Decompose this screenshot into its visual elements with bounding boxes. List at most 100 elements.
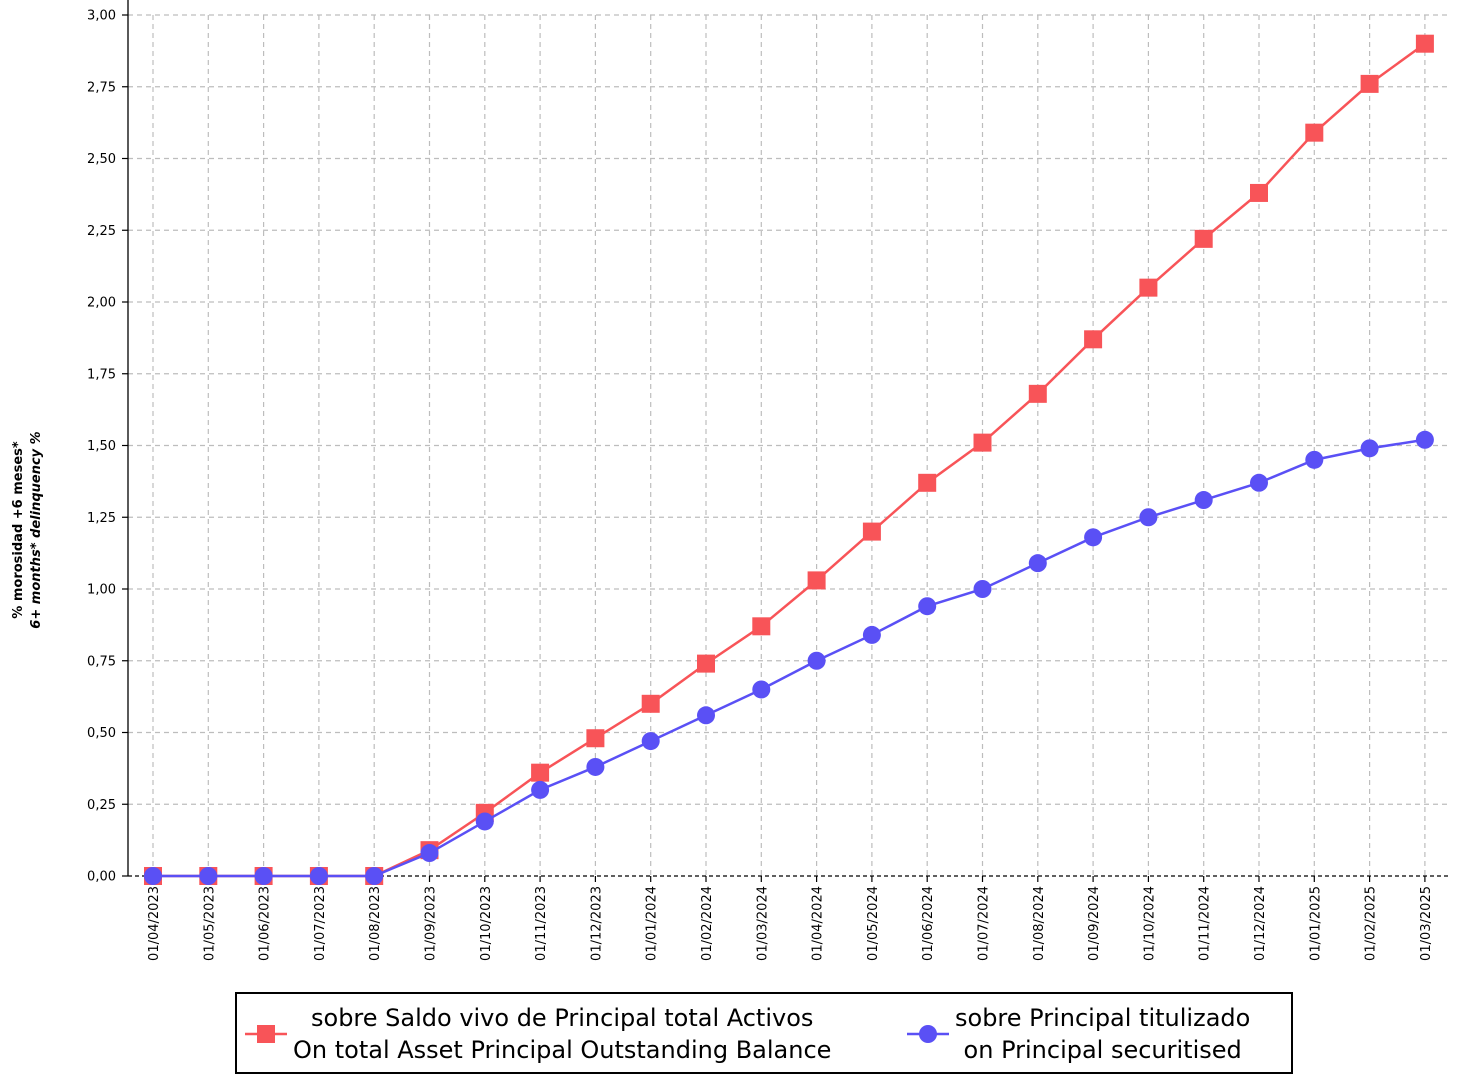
y-tick-label: 0,00 bbox=[87, 870, 116, 885]
y-tick-label: 0,75 bbox=[87, 654, 116, 669]
data-point-square bbox=[641, 694, 660, 713]
data-point-square bbox=[918, 473, 937, 492]
y-tick-label: 2,25 bbox=[87, 224, 116, 239]
x-tick-label: 01/08/2024 bbox=[1032, 886, 1047, 961]
data-point-circle bbox=[1415, 430, 1434, 449]
legend-label-series-1-es: sobre Saldo vivo de Principal total Acti… bbox=[311, 1004, 814, 1032]
data-point-square bbox=[586, 729, 605, 748]
legend-label-series-1-en: On total Asset Principal Outstanding Bal… bbox=[293, 1036, 832, 1064]
x-tick-label: 01/04/2023 bbox=[147, 886, 162, 961]
series-1 bbox=[144, 34, 1434, 885]
x-tick-label: 01/09/2024 bbox=[1087, 886, 1102, 961]
data-point-circle bbox=[918, 597, 937, 616]
series-2-line bbox=[153, 438, 1426, 878]
data-point-circle bbox=[309, 867, 328, 885]
x-tick-label: 01/11/2024 bbox=[1198, 886, 1213, 961]
data-point-circle bbox=[365, 867, 384, 885]
data-point-circle bbox=[1305, 450, 1324, 469]
legend: sobre Saldo vivo de Principal total Acti… bbox=[235, 992, 1293, 1074]
data-point-square bbox=[1028, 384, 1047, 403]
data-point-circle bbox=[475, 812, 494, 831]
x-tick-label: 01/05/2023 bbox=[202, 886, 217, 961]
data-point-square bbox=[697, 654, 715, 673]
legend-label-series-2-en: on Principal securitised bbox=[963, 1036, 1242, 1064]
data-point-circle bbox=[199, 867, 218, 885]
y-tick-label: 3,00 bbox=[87, 9, 116, 24]
y-axis-label-line-2: 6+ months* delinquency % bbox=[29, 431, 44, 628]
x-tick-label: 01/10/2023 bbox=[479, 886, 494, 961]
y-tick-label: 2,00 bbox=[87, 296, 116, 311]
x-tick-label: 01/11/2023 bbox=[534, 886, 549, 961]
x-tick-label: 01/05/2024 bbox=[866, 886, 881, 961]
series-1-line bbox=[153, 42, 1426, 878]
legend-label-series-2: sobre Principal titulizado on Principal … bbox=[955, 1002, 1250, 1066]
y-tick-label: 1,75 bbox=[87, 367, 116, 382]
data-point-circle bbox=[1250, 473, 1268, 492]
data-point-circle bbox=[1139, 508, 1158, 527]
x-tick-label: 01/10/2024 bbox=[1142, 886, 1157, 961]
data-point-circle bbox=[586, 757, 605, 776]
legend-item-series-2: sobre Principal titulizado on Principal … bbox=[907, 1002, 1250, 1066]
data-point-circle bbox=[697, 706, 715, 725]
legend-item-series-1: sobre Saldo vivo de Principal total Acti… bbox=[245, 1002, 831, 1066]
x-tick-label: 01/08/2023 bbox=[368, 886, 383, 961]
x-tick-label: 01/03/2025 bbox=[1419, 886, 1434, 961]
data-point-circle bbox=[807, 651, 826, 670]
x-tick-label: 01/12/2023 bbox=[589, 886, 604, 961]
data-point-square bbox=[1415, 34, 1434, 53]
x-tick-label: 01/01/2024 bbox=[645, 886, 660, 961]
data-point-circle bbox=[420, 844, 439, 863]
legend-label-series-1: sobre Saldo vivo de Principal total Acti… bbox=[293, 1002, 831, 1066]
data-point-square bbox=[531, 763, 550, 782]
x-tick-label: 01/03/2024 bbox=[755, 886, 770, 961]
data-point-square bbox=[1084, 330, 1103, 349]
data-point-square bbox=[1139, 278, 1158, 297]
data-point-square bbox=[807, 571, 826, 590]
line-chart: 0,00 0,25 0,50 0,75 1,00 1,25 1,50 1,75 2,00 2,25… bbox=[11, 0, 1450, 961]
data-point-square bbox=[1194, 229, 1213, 248]
grid bbox=[128, 14, 1450, 876]
data-point-square bbox=[752, 617, 771, 636]
data-point-circle bbox=[1360, 439, 1379, 458]
data-point-circle bbox=[144, 867, 162, 885]
data-point-circle bbox=[254, 867, 273, 885]
x-tick-label: 01/06/2023 bbox=[258, 886, 273, 961]
data-point-circle bbox=[862, 625, 881, 644]
x-tick-label: 01/01/2025 bbox=[1308, 886, 1323, 961]
data-point-square bbox=[973, 433, 992, 452]
x-tick-label: 01/06/2024 bbox=[921, 886, 936, 961]
data-point-circle bbox=[1084, 528, 1103, 547]
legend-label-series-2-es: sobre Principal titulizado bbox=[955, 1004, 1251, 1032]
x-tick-label: 01/12/2024 bbox=[1253, 886, 1268, 961]
legend-marker-square bbox=[245, 1025, 287, 1043]
data-point-square bbox=[1250, 183, 1268, 202]
data-point-square bbox=[1305, 123, 1324, 142]
series-2 bbox=[144, 430, 1434, 885]
data-point-square bbox=[1360, 74, 1379, 93]
y-tick-label: 1,25 bbox=[87, 511, 116, 526]
data-point-circle bbox=[641, 732, 660, 751]
y-tick-label: 0,25 bbox=[87, 798, 116, 813]
y-axis-label: % morosidad +6 meses* 6+ months* delinqu… bbox=[11, 431, 44, 628]
y-tick-label: 1,00 bbox=[87, 583, 116, 598]
x-axis-ticks: 01/04/2023 01/05/2023 01/06/2023 01/07/2023… bbox=[147, 876, 1434, 961]
data-point-circle bbox=[531, 780, 550, 799]
x-tick-label: 01/02/2025 bbox=[1364, 886, 1379, 961]
x-tick-label: 01/07/2024 bbox=[977, 886, 992, 961]
y-axis-ticks: 0,00 0,25 0,50 0,75 1,00 1,25 1,50 1,75 2,00 2,25… bbox=[87, 9, 128, 885]
data-point-circle bbox=[1028, 554, 1047, 573]
data-point-circle bbox=[973, 580, 992, 598]
y-axis-label-line-1: % morosidad +6 meses* bbox=[11, 441, 26, 619]
y-tick-label: 0,50 bbox=[87, 726, 116, 741]
data-point-square bbox=[862, 522, 881, 541]
data-point-circle bbox=[1194, 491, 1213, 510]
series-group bbox=[144, 34, 1434, 885]
x-tick-label: 01/02/2024 bbox=[700, 886, 715, 961]
legend-marker-circle bbox=[907, 1025, 949, 1043]
x-tick-label: 01/07/2023 bbox=[313, 886, 328, 961]
y-tick-label: 2,50 bbox=[87, 152, 116, 167]
y-tick-label: 1,50 bbox=[87, 439, 116, 454]
y-tick-label: 2,75 bbox=[87, 80, 116, 95]
x-tick-label: 01/04/2024 bbox=[811, 886, 826, 961]
x-tick-label: 01/09/2023 bbox=[424, 886, 439, 961]
